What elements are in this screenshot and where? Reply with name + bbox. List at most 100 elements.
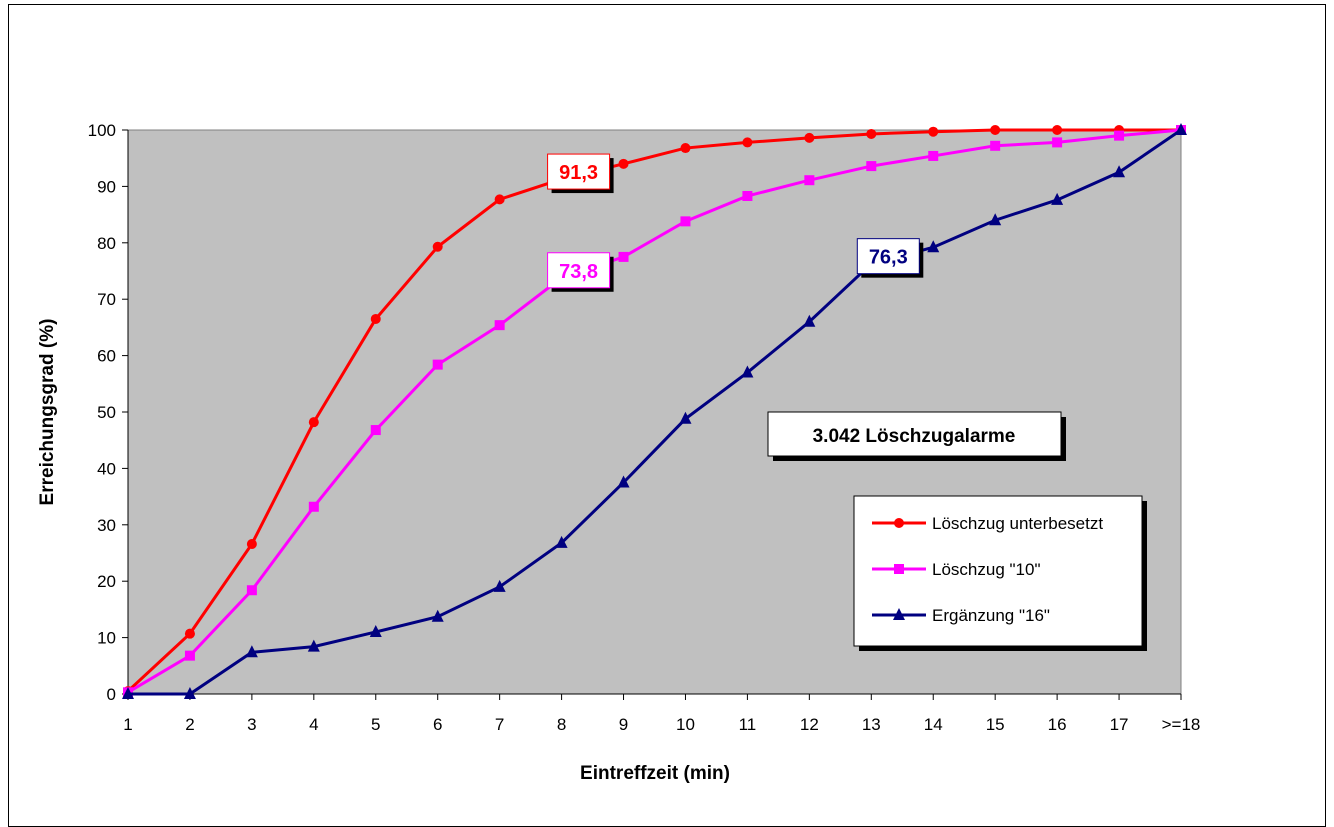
x-tick-label: 3 — [247, 715, 256, 734]
data-point — [370, 425, 381, 436]
series-layer — [122, 123, 1187, 699]
legend-marker — [894, 518, 904, 528]
y-tick-label: 20 — [97, 572, 116, 591]
data-point — [370, 313, 381, 324]
data-point — [680, 143, 691, 154]
x-tick-label: 12 — [800, 715, 819, 734]
legend-marker — [893, 608, 905, 620]
info-box: 3.042 Löschzugalarme — [767, 411, 1066, 461]
data-point — [555, 535, 568, 548]
data-point — [432, 359, 443, 370]
info-box-text: 3.042 Löschzugalarme — [813, 426, 1016, 447]
data-point — [1113, 165, 1126, 178]
x-tick-label: 5 — [371, 715, 380, 734]
data-label-text: 73,8 — [559, 261, 598, 283]
data-point — [1052, 125, 1063, 135]
x-tick-label: >=18 — [1162, 715, 1201, 734]
data-point — [184, 650, 195, 661]
data-point — [742, 137, 753, 148]
data-label: 76,3 — [856, 238, 924, 278]
data-point — [927, 240, 940, 253]
y-tick-label: 100 — [88, 121, 116, 140]
y-tick-label: 80 — [97, 234, 116, 253]
data-point — [803, 314, 816, 327]
data-point — [431, 609, 444, 622]
data-point — [246, 538, 257, 549]
x-tick-label: 11 — [739, 715, 757, 734]
data-point — [928, 126, 939, 137]
data-point — [742, 190, 753, 201]
data-point — [307, 639, 320, 652]
data-point — [866, 161, 877, 172]
x-tick-label: 13 — [862, 715, 881, 734]
data-label: 73,8 — [547, 252, 614, 292]
y-tick-label: 60 — [97, 347, 116, 366]
x-tick-label: 7 — [495, 715, 504, 734]
data-point — [494, 320, 505, 331]
series-line — [126, 128, 1181, 693]
series-line — [127, 128, 1182, 694]
data-point — [183, 687, 196, 699]
data-point — [617, 475, 630, 488]
x-tick-label: 2 — [185, 715, 194, 734]
data-point — [1052, 137, 1063, 148]
y-tick-label: 40 — [97, 459, 116, 478]
legend-item: Löschzug "10" — [872, 560, 1040, 579]
y-tick-label: 90 — [97, 177, 116, 196]
data-point — [928, 150, 939, 161]
data-point — [679, 411, 692, 424]
data-point — [618, 251, 629, 262]
y-tick-label: 10 — [97, 629, 116, 648]
legend-label: Löschzug unterbesetzt — [932, 514, 1103, 533]
data-point — [184, 628, 195, 639]
y-axis-title: Erreichungsgrad (%) — [37, 319, 58, 506]
y-tick-label: 0 — [107, 685, 116, 704]
data-point — [989, 213, 1002, 226]
data-point — [308, 501, 319, 512]
series-3 — [122, 123, 1187, 699]
data-point — [245, 645, 258, 658]
x-tick-label: 10 — [676, 715, 695, 734]
data-point — [1051, 192, 1064, 205]
x-tick-label: 9 — [619, 715, 628, 734]
series-line — [128, 128, 1182, 696]
legend: Löschzug unterbesetzt Löschzug "10" Ergänz… — [853, 495, 1147, 651]
annotations: 91,3 73,8 76,3 — [547, 153, 924, 292]
data-point — [804, 175, 815, 186]
x-tick-label: 14 — [924, 715, 943, 734]
data-point — [493, 579, 506, 592]
data-point — [866, 128, 877, 139]
data-label-text: 76,3 — [869, 247, 908, 269]
x-axis-title: Eintreffzeit (min) — [580, 763, 730, 784]
data-point — [680, 216, 691, 227]
data-point — [122, 687, 134, 699]
data-label: 91,3 — [547, 153, 614, 194]
data-point — [432, 241, 443, 252]
data-point — [618, 158, 629, 169]
legend-label: Löschzug "10" — [932, 560, 1040, 579]
legend-label: Ergänzung "16" — [932, 606, 1050, 625]
data-point — [741, 365, 754, 378]
data-point — [369, 624, 382, 637]
legend-item: Löschzug unterbesetzt — [872, 514, 1103, 533]
data-point — [1114, 130, 1125, 141]
x-tick-label: 16 — [1048, 715, 1067, 734]
data-label-text: 91,3 — [559, 162, 598, 184]
x-tick-label: 17 — [1110, 715, 1129, 734]
data-point — [990, 140, 1001, 151]
y-tick-label: 70 — [97, 290, 116, 309]
legend-item: Ergänzung "16" — [872, 606, 1050, 625]
y-tick-label: 50 — [97, 403, 116, 422]
data-point — [308, 417, 319, 428]
data-point — [1175, 123, 1187, 135]
data-point — [990, 125, 1001, 135]
x-tick-label: 4 — [309, 715, 318, 734]
series-2 — [123, 125, 1186, 698]
x-tick-label: 6 — [433, 715, 442, 734]
y-tick-label: 30 — [97, 516, 116, 535]
legend-marker — [894, 564, 904, 574]
x-tick-label: 15 — [986, 715, 1005, 734]
x-tick-label: 8 — [557, 715, 566, 734]
